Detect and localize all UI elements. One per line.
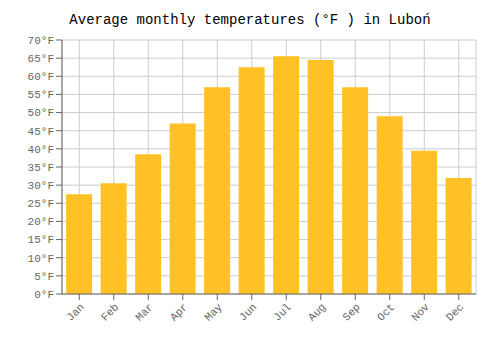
svg-text:5°F: 5°F xyxy=(34,271,54,283)
svg-text:25°F: 25°F xyxy=(28,198,54,210)
svg-text:50°F: 50°F xyxy=(28,107,54,119)
svg-text:0°F: 0°F xyxy=(34,289,54,301)
svg-text:40°F: 40°F xyxy=(28,144,54,156)
svg-text:Aug: Aug xyxy=(306,301,328,323)
svg-text:55°F: 55°F xyxy=(28,89,54,101)
svg-text:35°F: 35°F xyxy=(28,162,54,174)
svg-text:Jan: Jan xyxy=(64,301,86,323)
svg-text:30°F: 30°F xyxy=(28,180,54,192)
svg-text:Jul: Jul xyxy=(271,301,293,323)
svg-text:Oct: Oct xyxy=(375,301,397,323)
svg-text:20°F: 20°F xyxy=(28,216,54,228)
svg-text:Sep: Sep xyxy=(340,301,362,323)
html-text:Average monthly temperatures (: Average monthly temperatures (°F ) in Lu… xyxy=(69,12,431,28)
svg-text:May: May xyxy=(202,301,225,324)
svg-text:Apr: Apr xyxy=(168,301,190,323)
svg-text:Nov: Nov xyxy=(409,301,432,324)
svg-text:Jun: Jun xyxy=(237,301,259,323)
svg-text:60°F: 60°F xyxy=(28,71,54,83)
svg-text:10°F: 10°F xyxy=(28,253,54,265)
svg-text:Feb: Feb xyxy=(99,301,121,323)
svg-text:45°F: 45°F xyxy=(28,126,54,138)
svg-text:65°F: 65°F xyxy=(28,53,54,65)
svg-text:Mar: Mar xyxy=(133,301,155,323)
svg-text:70°F: 70°F xyxy=(28,35,54,47)
svg-text:Dec: Dec xyxy=(444,301,466,323)
svg-text:15°F: 15°F xyxy=(28,234,54,246)
